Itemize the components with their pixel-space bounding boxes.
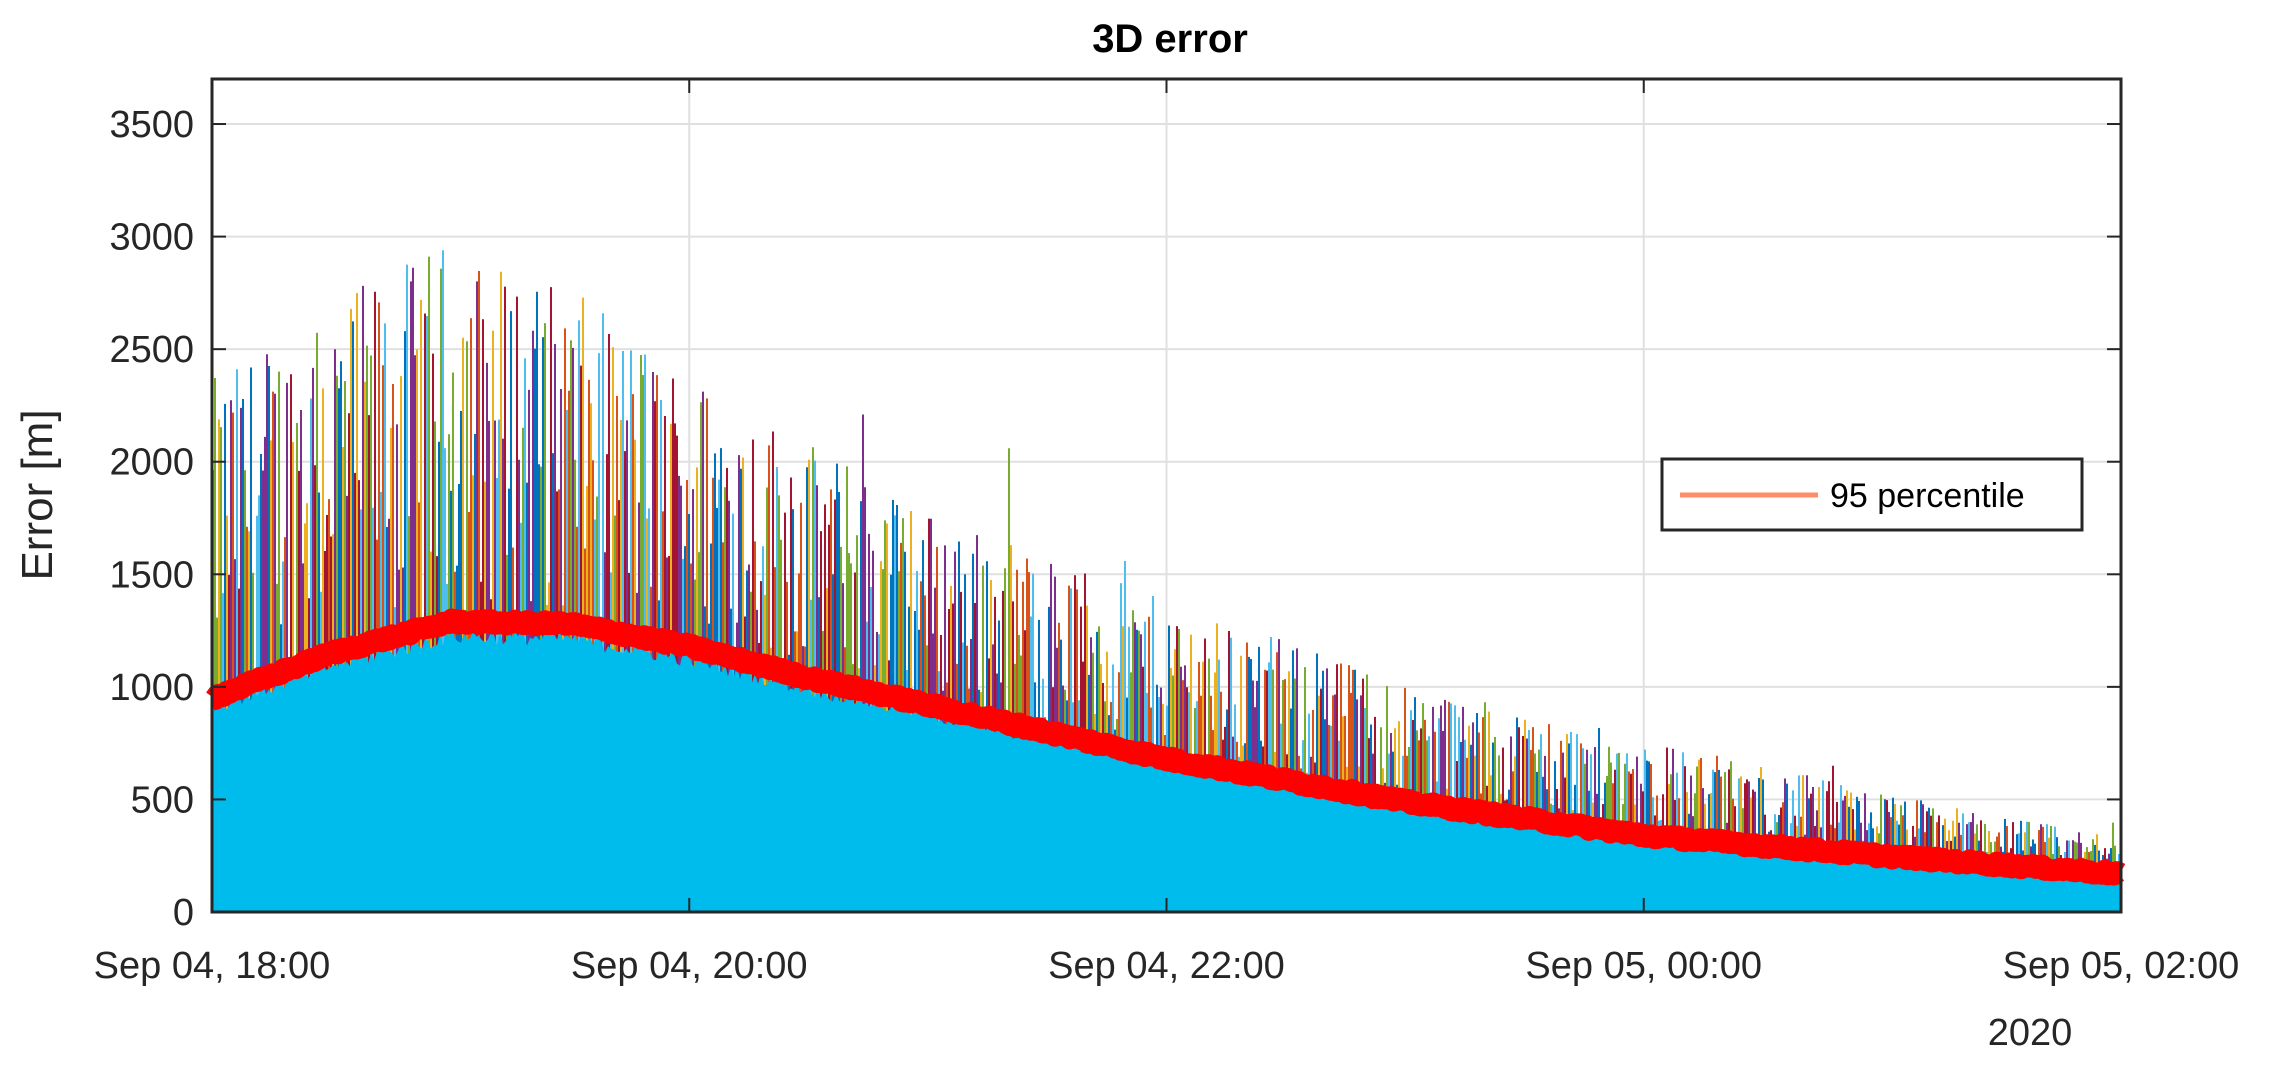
legend-entry-95-percentile: 95 percentile	[1830, 477, 2025, 515]
percentile-95-line	[204, 608, 2128, 886]
y-tick-label: 2000	[109, 442, 194, 484]
x-tick-label: Sep 04, 18:00	[94, 945, 331, 987]
x-axis: Sep 04, 18:00 Sep 04, 20:00 Sep 04, 22:00 S…	[94, 79, 2240, 987]
x-axis-year-label: 2020	[1988, 1012, 2073, 1054]
y-tick-label: 3000	[109, 217, 194, 259]
x-tick-label: Sep 05, 00:00	[1525, 945, 1762, 987]
x-tick-label: Sep 05, 02:00	[2003, 945, 2240, 987]
y-tick-label: 0	[173, 892, 194, 934]
x-tick-label: Sep 04, 22:00	[1048, 945, 1285, 987]
y-axis-label: Error [m]	[13, 409, 62, 580]
y-tick-label: 2500	[109, 329, 194, 371]
y-tick-label: 3500	[109, 104, 194, 146]
x-tick-label: Sep 04, 20:00	[571, 945, 808, 987]
chart-title: 3D error	[1092, 17, 1248, 61]
legend: 95 percentile	[1660, 457, 2084, 532]
y-tick-label: 1500	[109, 554, 194, 596]
y-tick-label: 500	[131, 779, 194, 821]
y-tick-label: 1000	[109, 667, 194, 709]
y-axis: 0 500 1000 1500 2000 2500 3000 3500	[109, 104, 2121, 934]
